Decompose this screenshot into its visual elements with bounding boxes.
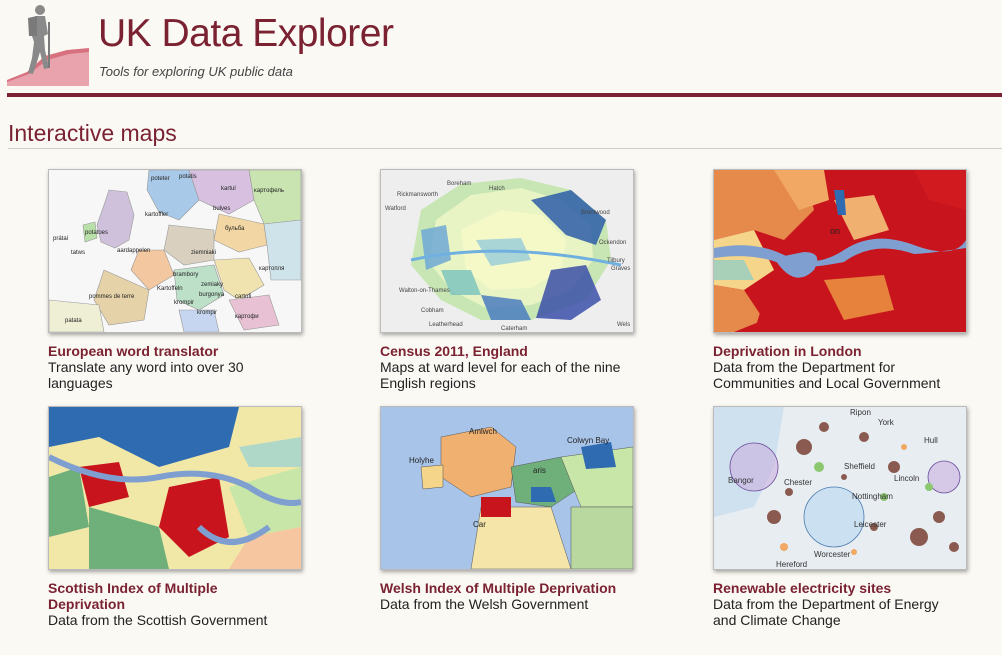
svg-text:Leatherhead: Leatherhead (429, 322, 463, 328)
svg-text:картофи: картофи (235, 314, 259, 320)
svg-text:aardappelen: aardappelen (117, 248, 150, 254)
card-title[interactable]: Census 2011, England (380, 343, 528, 359)
svg-text:картофель: картофель (254, 188, 284, 194)
svg-text:Wels: Wels (617, 322, 630, 328)
svg-text:Holyhe: Holyhe (409, 456, 434, 465)
svg-text:York: York (878, 418, 895, 427)
svg-text:Boreham: Boreham (447, 181, 471, 187)
svg-text:Worcester: Worcester (814, 550, 851, 559)
card-title[interactable]: European word translator (48, 343, 219, 359)
census-map-image: Boreham Rickmansworth Hatch Watford Bren… (381, 170, 633, 332)
svg-text:Rickmansworth: Rickmansworth (397, 192, 438, 198)
svg-text:Bangor: Bangor (728, 476, 754, 485)
map-card-deprivation-london: on Deprivation in London Data from the D… (713, 169, 983, 399)
svg-text:patata: patata (65, 318, 82, 324)
map-thumbnail-renewables[interactable]: Ripon York Hull Sheffield Bangor Chester… (713, 406, 967, 570)
map-thumbnail-scotland[interactable] (48, 406, 302, 570)
london-deprivation-map-image: on (714, 170, 966, 332)
map-card-scottish-index: Scottish Index of Multiple Deprivation D… (48, 406, 318, 636)
card-description: Data from the Department for Communities… (713, 359, 941, 391)
svg-text:картопля: картопля (259, 266, 284, 272)
svg-text:Graves: Graves (611, 266, 630, 272)
svg-text:Kartoffeln: Kartoffeln (157, 286, 183, 292)
svg-text:Chester: Chester (784, 478, 812, 487)
map-thumbnail-census[interactable]: Boreham Rickmansworth Hatch Watford Bren… (380, 169, 634, 333)
svg-text:Brentwood: Brentwood (581, 210, 610, 216)
section-divider (8, 148, 1002, 149)
map-card-european-word-translator: poteter potatis kartul картофель kartoff… (48, 169, 318, 399)
svg-text:Tilbury: Tilbury (607, 258, 625, 264)
svg-text:kartoffler: kartoffler (145, 212, 168, 218)
svg-text:ziemniaki: ziemniaki (191, 250, 216, 256)
svg-text:potatis: potatis (179, 174, 197, 180)
card-description: Data from the Department of Energy and C… (713, 596, 939, 628)
scotland-deprivation-map-image (49, 407, 301, 569)
card-description: Translate any word into over 30 language… (48, 359, 244, 391)
svg-text:bulves: bulves (213, 206, 230, 212)
card-title[interactable]: Renewable electricity sites (713, 580, 892, 596)
svg-text:Nottingham: Nottingham (852, 492, 893, 501)
header-divider (7, 93, 1002, 97)
svg-text:Colwyn Bay: Colwyn Bay (567, 436, 609, 445)
svg-text:zemiaky: zemiaky (201, 282, 223, 288)
card-title[interactable]: Deprivation in London (713, 343, 862, 359)
hiker-on-hill-icon[interactable] (7, 2, 89, 86)
svg-text:poteter: poteter (151, 176, 170, 182)
site-tagline: Tools for exploring UK public data (99, 64, 293, 79)
svg-text:kartul: kartul (221, 186, 236, 192)
map-thumbnail-wales[interactable]: Amlwch Holyhe aris Colwyn Bay Car (380, 406, 634, 570)
wales-deprivation-map-image: Amlwch Holyhe aris Colwyn Bay Car (381, 407, 633, 569)
card-title[interactable]: Scottish Index of Multiple Deprivation (48, 580, 218, 612)
svg-text:Ripon: Ripon (850, 408, 871, 417)
svg-text:Caterham: Caterham (501, 326, 527, 332)
svg-text:Hull: Hull (924, 436, 938, 445)
svg-text:tatws: tatws (71, 250, 85, 256)
svg-text:Car: Car (473, 520, 486, 529)
svg-text:Cobham: Cobham (421, 308, 444, 314)
map-thumbnail-europe[interactable]: poteter potatis kartul картофель kartoff… (48, 169, 302, 333)
site-header: UK Data Explorer Tools for exploring UK … (0, 0, 1002, 98)
svg-text:бульба: бульба (225, 226, 245, 232)
europe-map-image: poteter potatis kartul картофель kartoff… (49, 170, 301, 332)
svg-text:prátaí: prátaí (53, 236, 69, 242)
svg-text:Amlwch: Amlwch (469, 427, 497, 436)
svg-text:brambory: brambory (173, 272, 198, 278)
svg-text:Ockendon: Ockendon (599, 240, 626, 246)
svg-text:aris: aris (533, 466, 546, 475)
svg-text:potatoes: potatoes (85, 230, 108, 236)
svg-text:cartofi: cartofi (235, 294, 251, 300)
svg-text:krompir: krompir (197, 310, 217, 316)
svg-text:Sheffield: Sheffield (844, 462, 875, 471)
svg-text:Hereford: Hereford (776, 560, 807, 569)
svg-text:on: on (830, 226, 840, 236)
svg-text:burgonya: burgonya (199, 292, 225, 298)
map-thumbnail-london[interactable]: on (713, 169, 967, 333)
map-card-census-2011: Boreham Rickmansworth Hatch Watford Bren… (380, 169, 650, 399)
map-card-welsh-index: Amlwch Holyhe aris Colwyn Bay Car Welsh … (380, 406, 650, 636)
map-card-renewable-sites: Ripon York Hull Sheffield Bangor Chester… (713, 406, 983, 636)
section-title: Interactive maps (8, 120, 177, 146)
svg-text:Walton-on-Thames: Walton-on-Thames (399, 288, 450, 294)
svg-text:Watford: Watford (385, 206, 406, 212)
card-description: Maps at ward level for each of the nine … (380, 359, 621, 391)
card-description: Data from the Welsh Government (380, 596, 589, 612)
svg-text:Hatch: Hatch (489, 186, 505, 192)
svg-text:Leicester: Leicester (854, 520, 887, 529)
svg-text:pommes de terre: pommes de terre (89, 294, 135, 300)
card-title[interactable]: Welsh Index of Multiple Deprivation (380, 580, 617, 596)
card-description: Data from the Scottish Government (48, 612, 268, 628)
svg-text:krompir: krompir (174, 300, 194, 306)
svg-text:Lincoln: Lincoln (894, 474, 919, 483)
site-title[interactable]: UK Data Explorer (98, 12, 394, 55)
renewables-map-image: Ripon York Hull Sheffield Bangor Chester… (714, 407, 966, 569)
